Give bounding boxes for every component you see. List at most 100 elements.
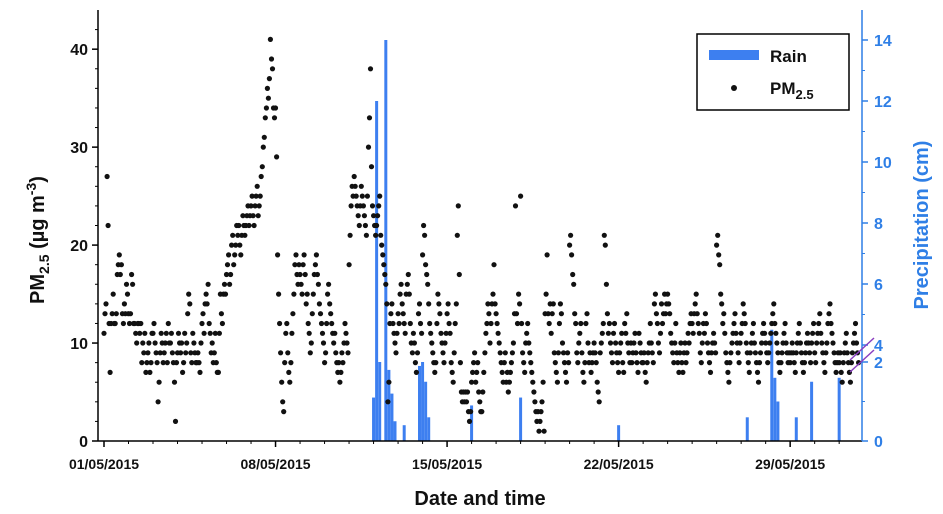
pm25-point	[224, 262, 231, 268]
pm25-point	[165, 320, 171, 327]
pm25-point	[768, 330, 774, 336]
pm25-point	[640, 360, 646, 366]
pm25-point	[158, 330, 164, 336]
pm25-point	[242, 232, 248, 238]
pm25-point	[455, 203, 461, 209]
pm25-point	[268, 56, 275, 62]
pm25-point	[409, 350, 415, 356]
pm25-point	[451, 350, 457, 356]
pm25-point	[701, 330, 708, 336]
pm25-point	[402, 330, 408, 336]
pm25-point	[714, 242, 720, 248]
pm25-point	[301, 252, 307, 258]
pm25-point	[206, 320, 212, 327]
pm25-point	[813, 360, 819, 366]
pm25-point	[258, 173, 264, 180]
pm25-point	[413, 369, 419, 375]
pm25-point	[226, 252, 232, 258]
pm25-point	[649, 350, 655, 356]
pm25-point	[756, 360, 763, 366]
pm25-point	[566, 360, 572, 366]
pm25-point	[209, 340, 215, 346]
pm25-point	[522, 369, 528, 375]
pm25-point	[826, 311, 832, 317]
pm25-point	[541, 428, 547, 434]
pm25-point	[721, 311, 727, 317]
pm25-point	[347, 232, 353, 238]
pm25-point	[155, 399, 161, 405]
pm25-point	[634, 360, 640, 366]
pm25-point	[320, 340, 327, 346]
pm25-point	[513, 311, 520, 317]
pm25-point	[609, 360, 616, 366]
pm25-point	[560, 350, 567, 356]
pm25-point	[778, 360, 784, 366]
pm25-point	[593, 360, 599, 366]
pm25-point	[746, 369, 752, 375]
pm25-point	[550, 301, 556, 307]
pm25-point	[496, 340, 502, 346]
pm25-point	[782, 320, 788, 327]
pm25-point	[183, 350, 189, 356]
pm25-point	[296, 262, 302, 268]
pm25-point	[325, 291, 331, 297]
pm25-point	[262, 115, 268, 121]
pm25-point	[647, 320, 653, 327]
pm25-point	[374, 222, 380, 229]
pm25-point	[284, 320, 290, 327]
pm25-point	[557, 301, 564, 307]
pm25-point	[140, 340, 146, 346]
pm25-point	[551, 350, 557, 356]
pm25-point	[266, 76, 272, 82]
pm25-point	[154, 360, 160, 366]
pm25-point	[344, 340, 350, 346]
pm25-point	[484, 320, 490, 327]
pm25-point	[538, 409, 544, 415]
pm25-point	[395, 311, 401, 317]
pm25-point	[356, 222, 362, 229]
pm25-point	[388, 311, 394, 317]
pm25-point	[116, 252, 122, 258]
pm25-point	[843, 330, 849, 336]
pm25-point	[605, 330, 612, 336]
pm25-point	[280, 399, 286, 405]
pm25-point	[382, 271, 388, 278]
x-axis-title: Date and time	[414, 488, 545, 510]
pm25-point	[452, 320, 458, 327]
pm25-point	[450, 379, 456, 385]
pm25-point	[651, 301, 658, 307]
pm25-point	[811, 320, 817, 327]
pm25-point	[319, 330, 326, 336]
pm25-point	[336, 360, 342, 366]
pm25-point	[793, 350, 799, 356]
pm25-point	[809, 340, 815, 346]
pm25-point	[203, 291, 209, 297]
rain-bar	[745, 417, 749, 441]
pm25-point	[104, 173, 110, 180]
pm25-point	[113, 311, 119, 317]
pm25-point	[401, 320, 407, 327]
pm25-point	[185, 311, 191, 317]
pm25-point	[657, 330, 664, 336]
pm25-point	[331, 340, 337, 346]
pm25-point	[187, 301, 193, 307]
pm25-point	[726, 379, 732, 385]
pm25-point	[716, 252, 722, 258]
pm25-point	[238, 252, 244, 258]
pm25-point	[559, 340, 566, 346]
pm25-point	[359, 193, 365, 199]
pm25-point	[138, 320, 144, 327]
pm25-point	[549, 311, 555, 317]
pm25-point	[672, 340, 678, 346]
pm25-point	[554, 379, 561, 385]
pm25-point	[300, 262, 306, 268]
pm25-point	[435, 291, 441, 297]
pm25-point	[728, 350, 734, 356]
pm25-point	[552, 360, 558, 366]
pm25-point	[303, 301, 309, 307]
pm25-point	[775, 350, 781, 356]
pm25-point	[255, 213, 261, 219]
pm25-point	[699, 340, 705, 346]
pm25-point	[685, 330, 691, 336]
pm25-point	[304, 291, 310, 297]
